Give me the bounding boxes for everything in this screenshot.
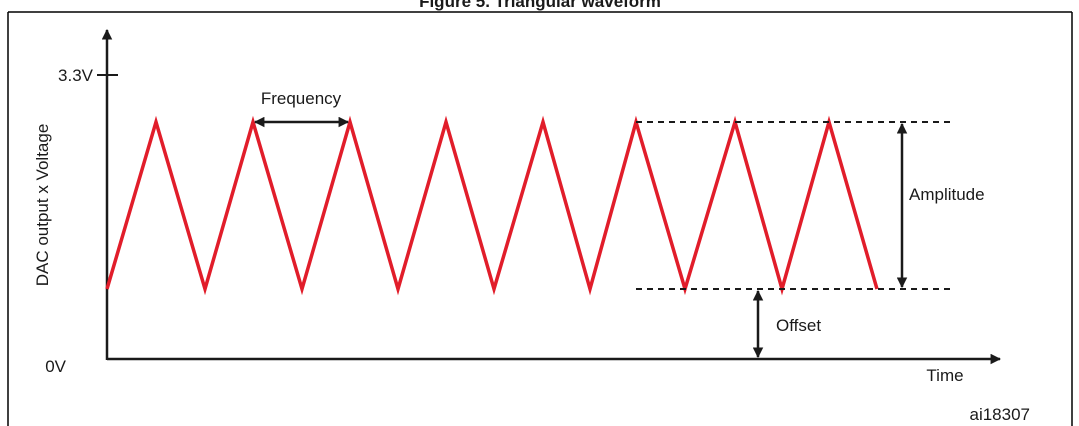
amplitude-label: Amplitude	[909, 185, 985, 204]
x-axis-label: Time	[926, 366, 963, 385]
frequency-label: Frequency	[261, 89, 342, 108]
figure-title: Figure 5. Triangular waveform	[419, 0, 661, 11]
figure-id: ai18307	[969, 405, 1030, 424]
tick-label-3v3: 3.3V	[58, 66, 94, 85]
offset-label: Offset	[776, 316, 821, 335]
tick-label-0v: 0V	[45, 357, 66, 376]
y-axis-label: DAC output x Voltage	[33, 124, 52, 287]
triangular-waveform	[105, 115, 879, 296]
